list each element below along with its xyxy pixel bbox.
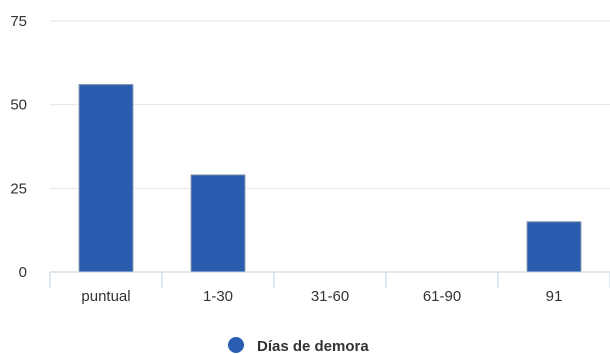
- x-tick-label: 31-60: [311, 288, 349, 305]
- bar-91[interactable]: [526, 221, 582, 273]
- y-axis-tick-labels: 0 25 50 75: [10, 13, 27, 281]
- x-tick-label: puntual: [81, 288, 130, 305]
- x-axis: [49, 271, 610, 288]
- x-tick-label: 61-90: [423, 288, 461, 305]
- bar-puntual[interactable]: [78, 84, 134, 273]
- grid-lines: [50, 20, 610, 189]
- y-tick-label: 0: [19, 264, 27, 281]
- x-axis-tick-labels: puntual 1-30 31-60 61-90 91: [81, 288, 562, 305]
- legend[interactable]: Días de demora: [228, 337, 369, 354]
- x-tick-label: 1-30: [203, 288, 233, 305]
- bars: [78, 84, 582, 273]
- legend-label: Días de demora: [257, 338, 369, 354]
- y-tick-label: 50: [10, 97, 27, 114]
- x-tick-label: 91: [546, 288, 563, 305]
- legend-marker: [228, 337, 244, 353]
- bar-1-30[interactable]: [190, 174, 246, 273]
- y-tick-label: 75: [10, 13, 27, 30]
- y-tick-label: 25: [10, 180, 27, 197]
